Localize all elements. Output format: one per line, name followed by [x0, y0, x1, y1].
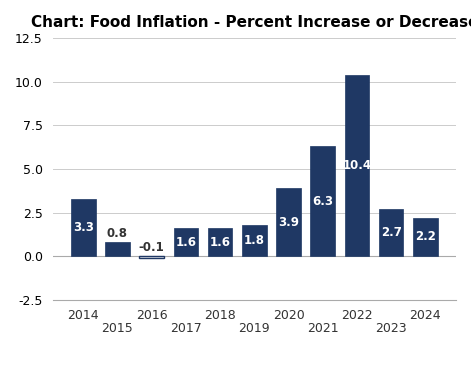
Bar [310, 146, 335, 256]
Text: 2020: 2020 [273, 309, 304, 322]
Text: 2021: 2021 [307, 322, 339, 334]
Bar [242, 225, 267, 256]
Bar [105, 242, 130, 256]
Text: 2022: 2022 [341, 309, 373, 322]
Text: 1.6: 1.6 [210, 236, 231, 249]
Text: 2024: 2024 [410, 309, 441, 322]
Bar [276, 188, 301, 256]
Bar [379, 209, 404, 256]
Text: 2018: 2018 [204, 309, 236, 322]
Bar [345, 75, 369, 256]
Text: 2016: 2016 [136, 309, 168, 322]
Text: 1.8: 1.8 [244, 234, 265, 247]
Text: 3.9: 3.9 [278, 216, 299, 229]
Bar [71, 199, 96, 256]
Text: 2017: 2017 [170, 322, 202, 334]
Text: 6.3: 6.3 [312, 195, 333, 208]
Text: 3.3: 3.3 [73, 221, 94, 234]
Bar [173, 228, 198, 256]
Text: 2019: 2019 [238, 322, 270, 334]
Text: 1.6: 1.6 [175, 236, 196, 249]
Bar [139, 256, 164, 258]
Text: 2.7: 2.7 [381, 226, 402, 239]
Text: 2015: 2015 [102, 322, 133, 334]
Text: 2.2: 2.2 [415, 231, 436, 243]
Text: 2014: 2014 [67, 309, 99, 322]
Bar [413, 218, 438, 256]
Bar [208, 228, 232, 256]
Text: 10.4: 10.4 [342, 159, 372, 172]
Title: Chart: Food Inflation - Percent Increase or Decrease: Chart: Food Inflation - Percent Increase… [31, 15, 471, 30]
Text: 2023: 2023 [375, 322, 407, 334]
Text: 0.8: 0.8 [107, 227, 128, 240]
Text: -0.1: -0.1 [139, 241, 164, 254]
